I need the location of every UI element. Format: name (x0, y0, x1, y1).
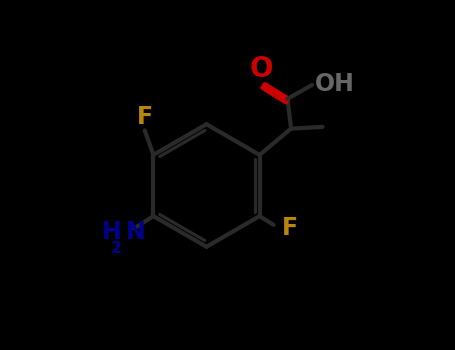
Text: O: O (249, 55, 273, 83)
Text: F: F (282, 216, 298, 240)
Text: OH: OH (315, 72, 355, 96)
Text: F: F (136, 105, 153, 129)
Text: H: H (102, 220, 122, 244)
Text: N: N (126, 220, 145, 244)
Text: 2: 2 (111, 241, 122, 256)
